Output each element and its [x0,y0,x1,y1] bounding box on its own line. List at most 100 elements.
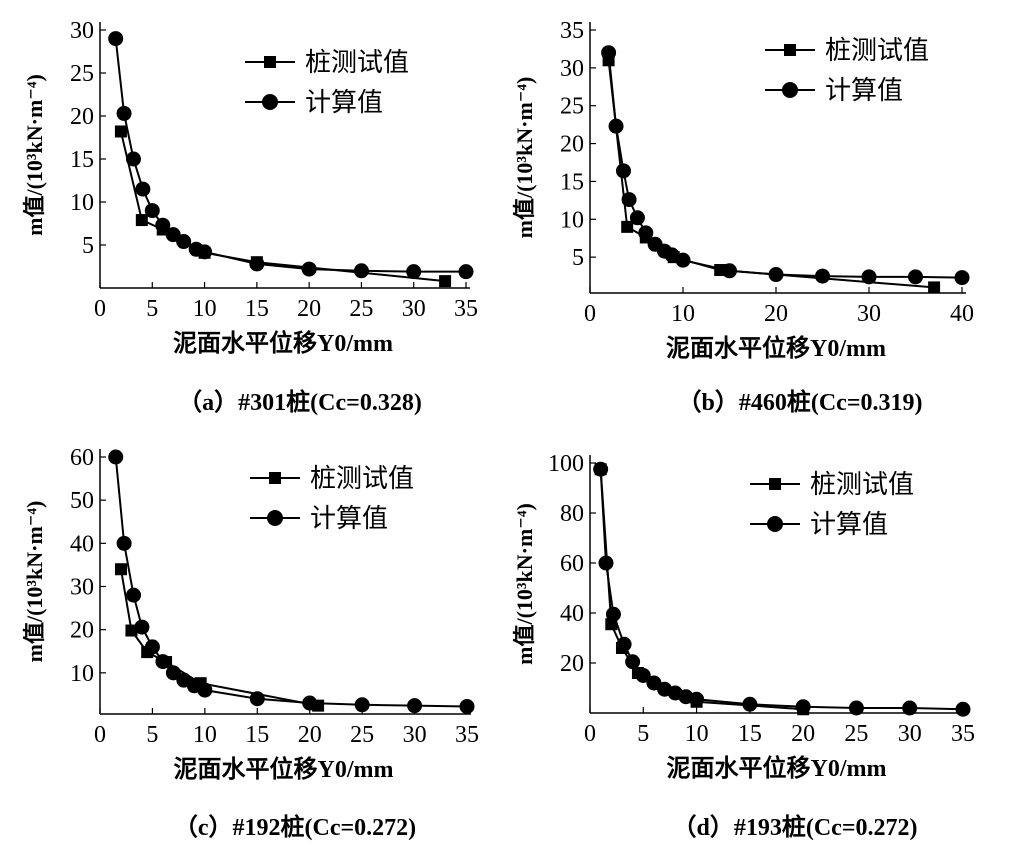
x-tick-label: 0 [584,721,596,747]
x-tick-label: 10 [193,722,217,748]
data-point-calculated [197,682,213,698]
series-line-measured [119,131,446,283]
data-point-calculated [675,252,691,268]
data-point-calculated [629,210,645,226]
y-tick-label: 80 [560,501,584,527]
data-point-calculated [954,270,970,286]
x-axis-label: 泥面水平位移Y0/mm [173,329,393,357]
x-tick-label: 40 [950,301,974,327]
data-point-measured [114,563,127,576]
legend-item: 桩测试值 [750,470,914,499]
data-point-measured [621,220,634,233]
data-point-calculated [249,691,265,707]
series-line-measured [599,469,804,711]
x-tick-label: 25 [349,296,373,322]
legend-label: 桩测试值 [310,464,414,493]
y-tick-label: 5 [82,233,94,259]
legend-label: 计算值 [305,88,383,117]
data-point-calculated [126,587,142,603]
legend-item: 计算值 [765,76,903,105]
x-tick-label: 15 [245,296,269,322]
y-tick-label: 20 [560,651,584,677]
legend-circle-marker-icon [262,94,278,110]
y-axis-label: m值/(10³kN·m⁻⁴) [22,501,47,663]
subplot-caption: （b）#460桩(Cc=0.319) [678,388,923,416]
x-tick-label: 20 [297,296,321,322]
y-tick-label: 20 [70,104,94,130]
y-tick-label: 30 [560,56,584,82]
y-axis-label: m值/(10³kN·m⁻⁴) [22,74,47,236]
y-tick-label: 20 [70,618,94,644]
x-tick-label: 30 [403,722,427,748]
x-axis-label: 泥面水平位移Y0/mm [666,334,886,362]
legend-label: 桩测试值 [305,48,409,77]
x-tick-label: 0 [584,301,596,327]
y-tick-label: 25 [560,94,584,120]
data-point-calculated [638,225,654,241]
data-point-calculated [795,699,811,715]
legend-item: 桩测试值 [245,48,409,77]
legend-item: 计算值 [245,88,383,117]
x-tick-label: 35 [455,722,479,748]
subplot-caption: （d）#193桩(Cc=0.272) [673,813,918,841]
x-tick-label: 10 [685,721,709,747]
data-point-calculated [598,555,614,571]
data-point-calculated [621,192,637,208]
data-point-calculated [459,699,475,715]
subplot-d: 0 5 10 15 20 25 30 35 20 40 60 80 100 泥面水平位移Y0/mm m值/(… [512,451,975,841]
data-point-calculated [135,181,151,197]
y-tick-label: 60 [560,551,584,577]
data-point-calculated [601,45,617,61]
x-tick-label: 25 [844,721,868,747]
data-point-calculated [116,105,132,121]
x-tick-label: 15 [245,722,269,748]
data-point-calculated [768,267,784,283]
legend-label: 计算值 [825,76,903,105]
data-point-calculated [593,461,609,477]
data-point-calculated [176,234,192,250]
data-point-calculated [608,118,624,134]
data-point-calculated [848,700,864,716]
data-point-calculated [615,163,631,179]
data-point-calculated [108,31,124,47]
legend-square-marker-icon [264,56,276,68]
x-tick-label: 5 [637,721,649,747]
x-tick-label: 30 [857,301,881,327]
y-tick-label: 50 [70,488,94,514]
data-point-calculated [301,261,317,277]
y-tick-label: 30 [70,18,94,44]
y-axis-label: m值/(10³kN·m⁻⁴) [512,77,537,239]
x-tick-label: 5 [146,722,158,748]
subplot-caption: （a）#301桩(Cc=0.328) [178,388,422,416]
data-point-calculated [902,700,918,716]
data-point-calculated [144,639,160,655]
y-tick-label: 15 [560,169,584,195]
legend-square-marker-icon [784,44,796,56]
x-tick-label: 20 [791,721,815,747]
data-point-measured [439,275,452,288]
data-point-calculated [144,203,160,219]
y-tick-label: 10 [70,661,94,687]
legend-circle-marker-icon [267,510,283,526]
legend-circle-marker-icon [782,82,798,98]
data-point-calculated [406,264,422,280]
y-axis-label: m值/(10³kN·m⁻⁴) [512,503,537,665]
y-tick-label: 15 [70,147,94,173]
x-axis-label: 泥面水平位移Y0/mm [667,754,887,782]
data-point-measured [114,125,127,138]
legend-square-marker-icon [769,478,781,490]
data-point-calculated [742,696,758,712]
legend-item: 桩测试值 [250,464,414,493]
data-point-calculated [861,269,877,285]
x-tick-label: 20 [764,301,788,327]
y-tick-label: 40 [70,531,94,557]
data-point-calculated [354,697,370,713]
data-point-calculated [955,701,971,717]
data-point-calculated [108,449,124,465]
data-point-calculated [116,535,132,551]
series-line-measured [119,569,319,707]
data-point-calculated [165,665,181,681]
y-tick-label: 10 [560,207,584,233]
legend-item: 计算值 [250,504,388,533]
